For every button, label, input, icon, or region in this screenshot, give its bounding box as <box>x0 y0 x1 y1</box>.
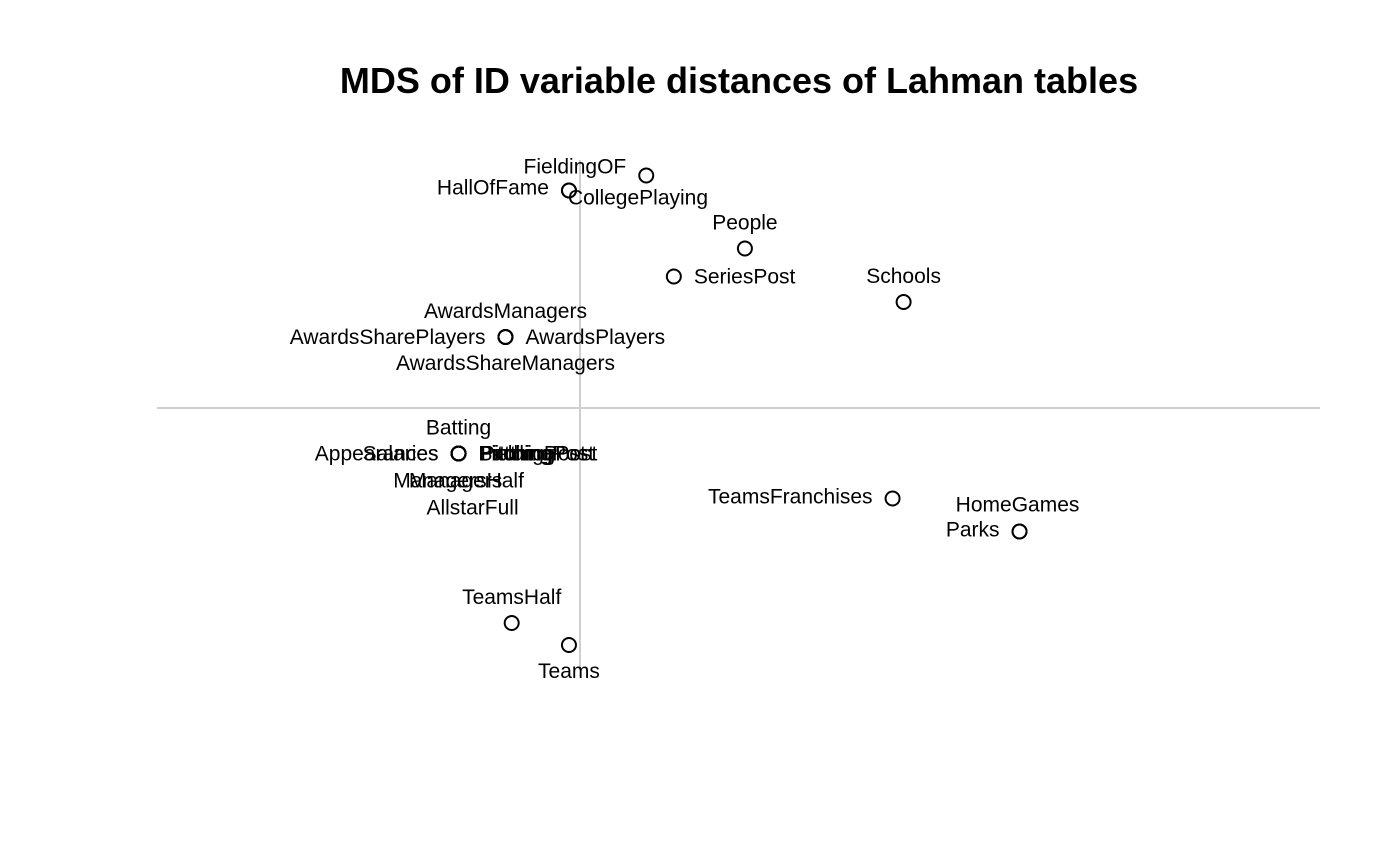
chart-title: MDS of ID variable distances of Lahman t… <box>340 60 1138 101</box>
point-label: Managers <box>409 470 502 493</box>
point-label: People <box>712 212 777 235</box>
point-label: Appearances <box>315 443 439 466</box>
data-point <box>560 637 577 653</box>
point-label: AwardsManagers <box>424 300 587 323</box>
data-point <box>450 445 467 462</box>
point-label: SeriesPost <box>694 266 796 289</box>
points-layer <box>450 167 1028 653</box>
point-label: PitchingPost <box>481 443 598 466</box>
point-label: AllstarFull <box>426 497 518 520</box>
point-label: Parks <box>946 519 1000 542</box>
data-point <box>895 294 912 310</box>
point-label: ManagersHalf <box>393 470 524 493</box>
point-label: TeamsHalf <box>462 586 561 609</box>
point-label: BattingPost <box>479 443 587 466</box>
point-label: Pitching <box>479 443 554 466</box>
data-point <box>497 329 514 345</box>
point-label: TeamsFranchises <box>708 486 873 509</box>
data-point <box>503 615 520 631</box>
point-label: Batting <box>426 417 491 440</box>
data-point <box>884 490 901 507</box>
point-label: CollegePlaying <box>568 187 708 210</box>
reference-lines <box>157 160 1320 670</box>
data-point <box>736 240 753 257</box>
data-point <box>638 167 655 184</box>
point-label: Teams <box>538 660 600 683</box>
point-label: AwardsPlayers <box>525 326 665 349</box>
point-label: HallOfFame <box>437 177 549 200</box>
point-label: FieldingPost <box>479 443 595 466</box>
point-label: HomeGames <box>956 494 1080 517</box>
data-point <box>665 268 682 285</box>
data-point <box>1011 523 1028 540</box>
point-label: AwardsShareManagers <box>396 352 615 375</box>
point-label: AwardsSharePlayers <box>290 326 486 349</box>
point-label: FieldingOF <box>524 156 627 179</box>
point-label: Salaries <box>363 443 439 466</box>
data-point <box>560 182 577 199</box>
point-label: Schools <box>866 265 941 288</box>
